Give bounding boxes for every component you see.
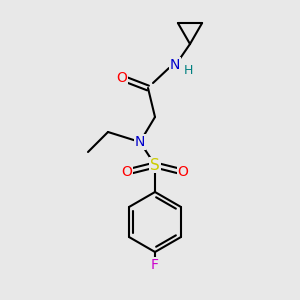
Text: O: O — [178, 165, 188, 179]
Text: O: O — [117, 71, 128, 85]
Text: F: F — [151, 258, 159, 272]
Text: H: H — [183, 64, 193, 76]
Text: N: N — [170, 58, 180, 72]
Text: S: S — [150, 158, 160, 172]
Text: O: O — [122, 165, 132, 179]
Text: N: N — [135, 135, 145, 149]
